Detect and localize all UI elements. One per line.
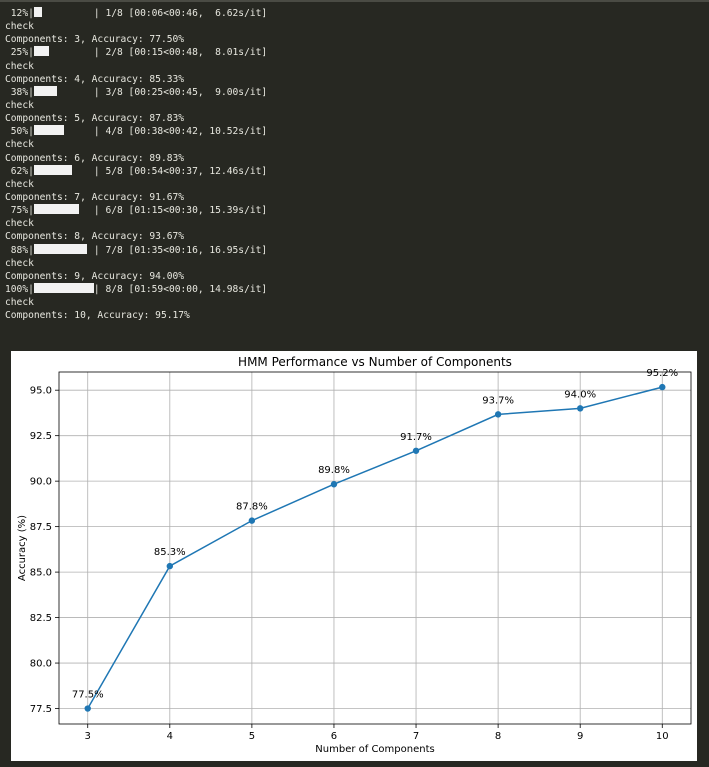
data-point: [576, 405, 584, 412]
data-label: 94.0%: [564, 389, 596, 400]
result-line: Components: 9, Accuracy: 94.00%: [5, 270, 185, 282]
progress-bar-fill: [33, 46, 49, 57]
progress-bar-fill: [33, 282, 94, 293]
y-axis-label: Accuracy (%): [17, 515, 28, 581]
x-tick-label: 7: [413, 731, 419, 742]
plot-frame: [58, 371, 692, 725]
progress-bar-fill: [33, 204, 79, 215]
data-point: [412, 447, 420, 454]
result-line: Components: 7, Accuracy: 91.67%: [5, 191, 185, 203]
x-tick-label: 5: [249, 731, 255, 742]
y-tick-label: 85.0: [30, 568, 52, 579]
console-output: 12%| | 1/8 [00:06<00:46, 6.62s/it] check Co…: [5, 7, 267, 322]
progress-stats: | 3/8 [00:25<00:45, 9.00s/it]: [93, 86, 268, 98]
data-point: [166, 562, 174, 570]
result-line: Components: 5, Accuracy: 87.83%: [5, 113, 185, 125]
data-label: 89.8%: [318, 465, 350, 476]
progress-stats: | 2/8 [00:15<00:48, 8.01s/it]: [93, 47, 268, 59]
data-point: [659, 383, 666, 391]
progress-line: 75%| | 6/8 [01:15<00:30, 15.39s/it]: [5, 204, 267, 217]
progress-line: 25%| | 2/8 [00:15<00:48, 8.01s/it]: [5, 46, 267, 59]
progress-bar: [33, 282, 94, 293]
progress-stats: | 1/8 [00:06<00:46, 6.62s/it]: [93, 8, 268, 19]
accuracy-line-chart: 3 4 5 6 7 8 9 10 77.5 80.0 82.5 85.0 87.5 90.0 92.5 95.…: [17, 355, 692, 755]
y-tick-label: 80.0: [30, 659, 52, 670]
x-tick-label: 8: [495, 731, 501, 742]
y-tick-label: 87.5: [30, 522, 52, 533]
progress-bar-fill: [33, 164, 72, 175]
data-label: 87.8%: [236, 502, 268, 513]
y-tick-label: 77.5: [30, 704, 52, 715]
y-tick-label: 82.5: [30, 613, 52, 624]
progress-percent: 75%|: [5, 205, 34, 217]
progress-bar-fill: [33, 7, 42, 17]
progress-percent: 25%|: [5, 47, 34, 59]
progress-line: 88%| | 7/8 [01:35<00:16, 16.95s/it]: [5, 243, 268, 257]
progress-bar: [33, 125, 94, 136]
x-tick-label: 6: [331, 731, 337, 742]
result-line: Components: 3, Accuracy: 77.50%: [5, 34, 185, 46]
check-line: check: [5, 139, 34, 151]
y-tick-label: 90.0: [30, 477, 52, 488]
data-label: 91.7%: [400, 432, 432, 443]
data-point: [84, 705, 91, 712]
check-line: check: [5, 60, 34, 72]
progress-bar: [33, 46, 94, 57]
data-label: 93.7%: [482, 395, 514, 406]
data-point: [494, 411, 502, 418]
y-tick-label: 92.5: [30, 431, 52, 442]
progress-bar: [33, 7, 94, 17]
progress-stats: | 4/8 [00:38<00:42, 10.52s/it]: [93, 126, 268, 138]
x-tick-label: 4: [167, 731, 173, 742]
result-line: Components: 10, Accuracy: 95.17%: [5, 310, 190, 322]
progress-percent: 88%|: [5, 244, 34, 256]
data-label: 85.3%: [154, 547, 186, 558]
check-line: check: [5, 257, 34, 269]
progress-stats: | 6/8 [01:15<00:30, 15.39s/it]: [93, 205, 268, 217]
progress-bar-fill: [33, 243, 87, 254]
data-point: [248, 517, 256, 524]
data-point: [330, 481, 338, 488]
progress-line: 62%| | 5/8 [00:54<00:37, 12.46s/it]: [5, 164, 268, 178]
progress-line: 50%| | 4/8 [00:38<00:42, 10.52s/it]: [5, 125, 267, 138]
progress-percent: 100%|: [5, 283, 34, 295]
progress-line: 12%| | 1/8 [00:06<00:46, 6.62s/it]: [5, 7, 267, 20]
progress-percent: 50%|: [5, 126, 34, 138]
result-line: Components: 6, Accuracy: 89.83%: [5, 152, 185, 164]
progress-bar: [33, 164, 94, 175]
progress-percent: 62%|: [5, 165, 34, 177]
progress-bar-fill: [33, 85, 57, 96]
check-line: check: [5, 99, 34, 111]
check-line: check: [5, 218, 34, 230]
data-label: 77.5%: [72, 690, 104, 701]
check-line: check: [5, 297, 34, 309]
result-line: Components: 4, Accuracy: 85.33%: [5, 73, 185, 85]
progress-percent: 12%|: [5, 8, 34, 19]
chart-panel: 3 4 5 6 7 8 9 10 77.5 80.0 82.5 85.0 87.5 90.0 92.5 95.…: [11, 351, 697, 761]
chart-title: HMM Performance vs Number of Components: [238, 355, 512, 369]
progress-bar: [33, 204, 94, 215]
series-line: [87, 386, 663, 709]
data-label: 95.2%: [646, 368, 678, 379]
progress-stats: | 5/8 [00:54<00:37, 12.46s/it]: [93, 165, 268, 177]
progress-percent: 38%|: [5, 86, 34, 98]
x-tick-label: 9: [577, 731, 583, 742]
result-line: Components: 8, Accuracy: 93.67%: [5, 231, 185, 243]
check-line: check: [5, 21, 34, 33]
check-line: check: [5, 178, 34, 190]
progress-bar: [33, 85, 94, 96]
progress-bar-fill: [33, 125, 64, 136]
y-tick-label: 95.0: [30, 386, 52, 397]
x-tick-label: 10: [656, 731, 669, 742]
progress-bar: [33, 243, 94, 254]
x-axis-label: Number of Components: [315, 744, 434, 755]
x-tick-label: 3: [85, 731, 91, 742]
progress-line: 100%| | 8/8 [01:59<00:00, 14.98s/it]: [5, 282, 268, 296]
top-divider: [0, 0, 709, 2]
progress-stats: | 8/8 [01:59<00:00, 14.98s/it]: [93, 283, 268, 295]
progress-line: 38%| | 3/8 [00:25<00:45, 9.00s/it]: [5, 85, 268, 99]
progress-stats: | 7/8 [01:35<00:16, 16.95s/it]: [93, 244, 268, 256]
